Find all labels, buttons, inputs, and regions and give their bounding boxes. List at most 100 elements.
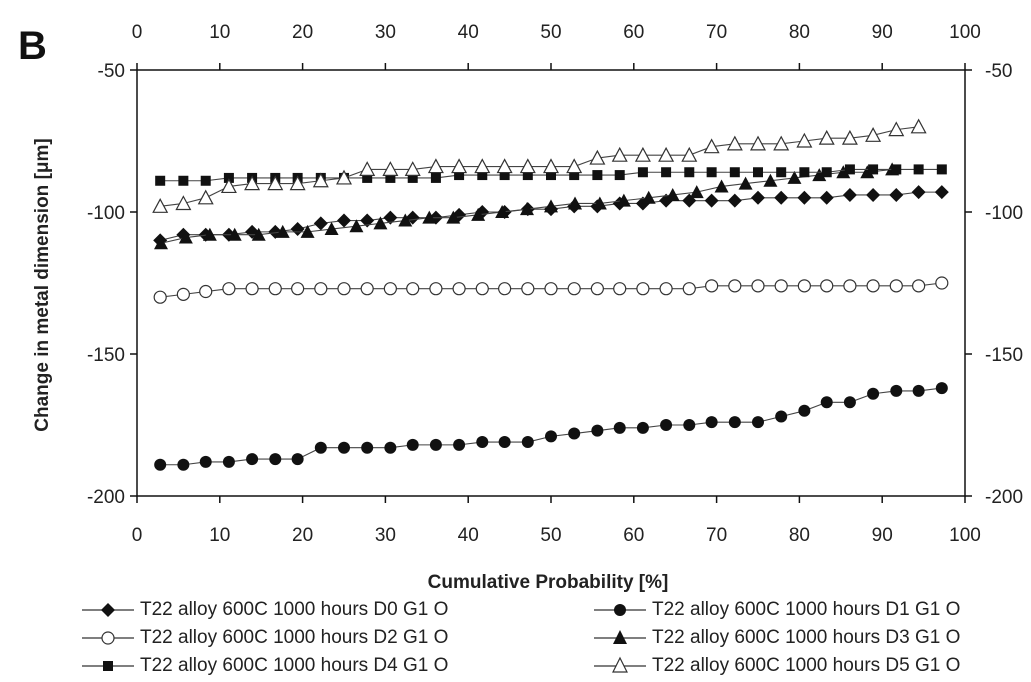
data-point (796, 132, 813, 148)
legend-label-d0: T22 alloy 600C 1000 hours D0 G1 O (140, 599, 449, 620)
data-point (495, 205, 510, 218)
data-point (337, 213, 351, 228)
data-point (291, 282, 305, 296)
data-point (314, 282, 328, 296)
data-point (275, 224, 290, 238)
data-point (290, 222, 305, 237)
data-point (660, 419, 673, 431)
series-1 (154, 382, 948, 471)
data-point (787, 170, 802, 184)
data-point (338, 441, 350, 454)
panel-label: B (18, 24, 47, 68)
data-point (890, 384, 903, 397)
data-point (568, 196, 583, 210)
data-point (866, 187, 881, 202)
data-point (176, 287, 190, 301)
data-point (934, 185, 949, 200)
data-point (912, 384, 925, 397)
data-point (199, 284, 213, 299)
data-point (613, 282, 627, 296)
data-point (324, 222, 339, 236)
legend: T22 alloy 600C 1000 hours D0 G1 O T22 al… (0, 596, 1031, 682)
data-point (729, 167, 740, 178)
x-tick-label-bottom: 90 (872, 525, 893, 546)
data-point (429, 282, 443, 296)
data-point (202, 227, 217, 241)
data-point (499, 170, 510, 181)
data-point (751, 190, 765, 205)
data-point (799, 167, 810, 178)
data-point (546, 170, 556, 181)
data-point (797, 279, 811, 293)
data-point (227, 227, 242, 241)
data-point (812, 168, 827, 182)
data-point (406, 438, 419, 451)
data-point (659, 282, 673, 296)
data-point (683, 419, 696, 431)
data-point (312, 172, 329, 188)
data-point (197, 189, 214, 205)
data-point (384, 441, 397, 454)
data-point (152, 198, 169, 213)
legend-label-d3: T22 alloy 600C 1000 hours D3 G1 O (652, 627, 961, 648)
data-point (471, 207, 486, 221)
series-3 (154, 162, 900, 250)
data-point (566, 158, 583, 174)
data-point (592, 196, 607, 210)
data-point (706, 167, 717, 178)
data-point (361, 441, 374, 454)
x-tick-label-bottom: 0 (132, 525, 143, 546)
data-point (519, 202, 534, 216)
data-point (889, 279, 903, 293)
y-tick-label-left: -150 (87, 345, 125, 366)
data-point (568, 427, 581, 440)
x-tick-label-bottom: 10 (209, 525, 230, 546)
data-point (404, 161, 421, 176)
data-point (753, 167, 763, 178)
data-point (913, 164, 924, 175)
data-point (641, 190, 656, 204)
data-point (860, 165, 875, 179)
data-point (177, 458, 190, 471)
x-tick-label-bottom: 60 (623, 525, 644, 546)
x-tick-label-top: 60 (623, 22, 644, 43)
data-point (220, 178, 237, 194)
data-point (797, 190, 812, 205)
data-point (349, 219, 364, 233)
data-point (684, 167, 695, 178)
data-point (200, 175, 211, 186)
x-tick-label-top: 80 (789, 22, 810, 43)
series-5 (152, 118, 927, 213)
data-point (935, 382, 948, 395)
data-point (867, 387, 880, 400)
data-point (291, 453, 304, 466)
x-tick-label-bottom: 40 (458, 525, 479, 546)
data-point (337, 282, 351, 296)
data-point (820, 396, 833, 409)
data-point (590, 282, 604, 296)
x-tick-label-top: 70 (706, 22, 727, 43)
data-point (477, 170, 488, 181)
legend-label-d5: T22 alloy 600C 1000 hours D5 G1 O (652, 655, 961, 676)
data-point (836, 165, 851, 179)
data-point (637, 167, 648, 178)
y-axis-title: Change in metal dimension [μm] (32, 138, 53, 432)
data-point (661, 167, 672, 178)
data-point (427, 158, 444, 174)
x-tick-label-top: 30 (375, 22, 396, 43)
data-point (383, 282, 397, 296)
data-point (591, 424, 604, 437)
data-point (569, 170, 580, 181)
data-point (373, 216, 388, 230)
data-point (268, 282, 282, 296)
data-point (705, 416, 718, 429)
y-tick-label-left: -100 (87, 203, 125, 224)
data-point (314, 441, 327, 454)
data-point (245, 224, 260, 239)
data-point (522, 170, 533, 181)
data-point (910, 118, 927, 134)
y-tick-label-left: -50 (98, 61, 125, 82)
series-2 (153, 276, 949, 304)
y-tick-label-right: -200 (985, 487, 1023, 508)
